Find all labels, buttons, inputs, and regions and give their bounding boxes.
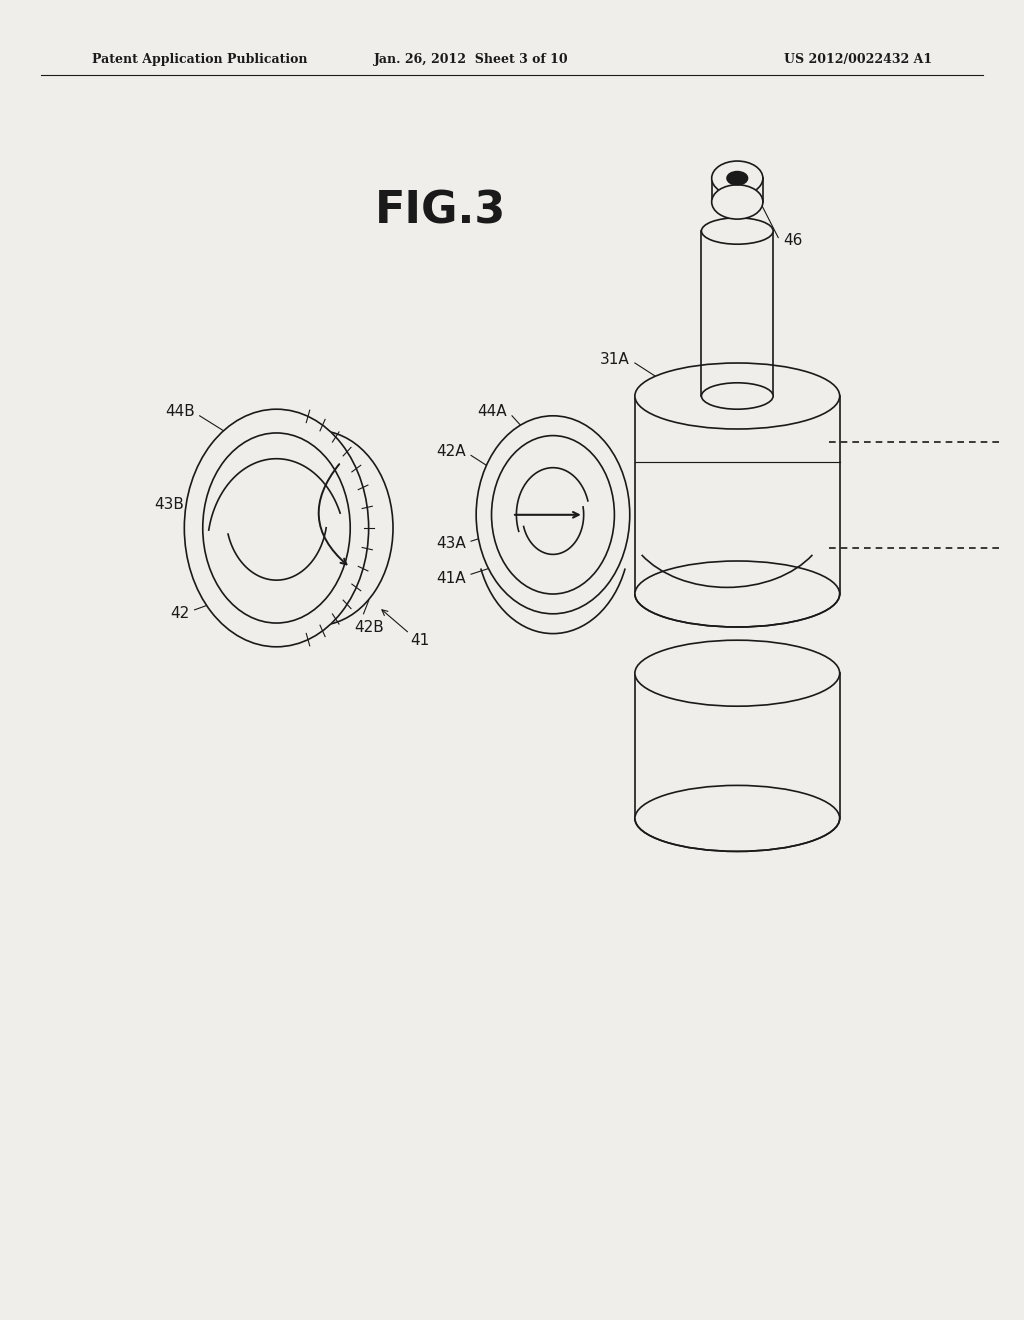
Text: 43A: 43A — [436, 536, 466, 552]
Text: 44A: 44A — [477, 404, 507, 420]
Ellipse shape — [712, 161, 763, 195]
Text: 41: 41 — [411, 632, 429, 648]
Ellipse shape — [635, 561, 840, 627]
Ellipse shape — [712, 185, 763, 219]
Text: 46: 46 — [783, 232, 803, 248]
Text: 42: 42 — [170, 606, 189, 622]
Ellipse shape — [701, 383, 773, 409]
Text: 43B: 43B — [155, 496, 184, 512]
Ellipse shape — [476, 416, 630, 614]
Text: Jan. 26, 2012  Sheet 3 of 10: Jan. 26, 2012 Sheet 3 of 10 — [374, 53, 568, 66]
Text: Patent Application Publication: Patent Application Publication — [92, 53, 307, 66]
Text: 42B: 42B — [353, 620, 384, 635]
Ellipse shape — [701, 218, 773, 244]
Text: 42A: 42A — [436, 444, 466, 459]
Ellipse shape — [492, 436, 614, 594]
Text: 44B: 44B — [165, 404, 195, 420]
Ellipse shape — [635, 785, 840, 851]
Text: US 2012/0022432 A1: US 2012/0022432 A1 — [783, 53, 932, 66]
Text: 41A: 41A — [436, 570, 466, 586]
Text: FIG.3: FIG.3 — [375, 190, 506, 232]
Ellipse shape — [203, 433, 350, 623]
Ellipse shape — [635, 363, 840, 429]
Ellipse shape — [727, 172, 748, 185]
Ellipse shape — [184, 409, 369, 647]
Text: 31A: 31A — [600, 351, 630, 367]
Ellipse shape — [635, 640, 840, 706]
